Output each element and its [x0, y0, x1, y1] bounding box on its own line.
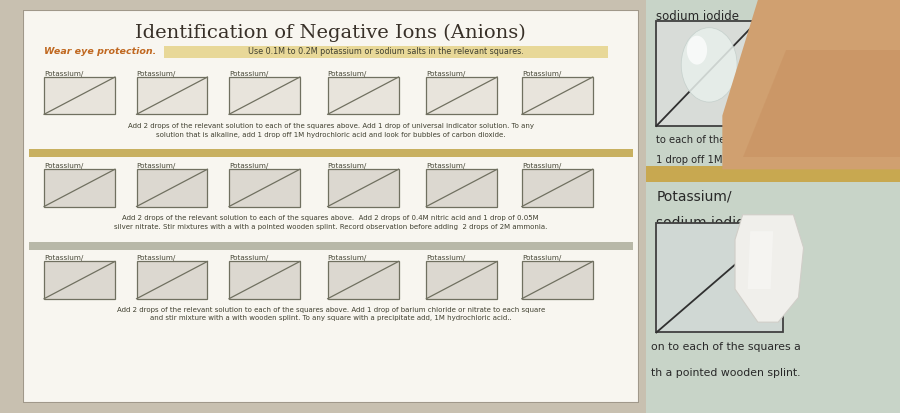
- Bar: [165, 46, 608, 58]
- Bar: [44, 169, 115, 206]
- Bar: [328, 169, 399, 206]
- Polygon shape: [748, 231, 773, 289]
- Bar: [328, 261, 399, 299]
- Bar: [229, 261, 300, 299]
- Bar: [646, 166, 900, 182]
- Text: Add 2 drops of the relevant solution to each of the squares above.  Add 2 drops : Add 2 drops of the relevant solution to …: [114, 215, 547, 230]
- Text: Potassium/
sodium carbonate: Potassium/ sodium carbonate: [328, 255, 393, 268]
- Bar: [427, 261, 497, 299]
- Bar: [229, 77, 300, 114]
- Text: sodium: sodium: [804, 10, 847, 23]
- Text: Potassium/
sodium iodide: Potassium/ sodium iodide: [229, 71, 280, 85]
- Text: Potassium/
sodium bromide: Potassium/ sodium bromide: [137, 163, 195, 177]
- Text: Potassium/
sodium sulfate: Potassium/ sodium sulfate: [427, 255, 480, 268]
- Text: Potassium/
sodium carbonate: Potassium/ sodium carbonate: [328, 163, 393, 177]
- Bar: [29, 149, 633, 157]
- Text: to each of the squares above. Ad⁰: to each of the squares above. Ad⁰: [656, 135, 825, 145]
- Text: 1 drop off 1M hydrochloric acid a: 1 drop off 1M hydrochloric acid a: [656, 155, 821, 165]
- Text: sodium iodide: sodium iodide: [656, 216, 754, 230]
- Polygon shape: [723, 0, 900, 169]
- Text: Potassium/
sodium iodide: Potassium/ sodium iodide: [229, 163, 280, 177]
- Text: Add 2 drops of the relevant solution to each of the squares above. Add 1 drop of: Add 2 drops of the relevant solution to …: [117, 307, 544, 321]
- Bar: [44, 77, 115, 114]
- Bar: [137, 169, 207, 206]
- Text: Potassium/
sodium  nitrate: Potassium/ sodium nitrate: [522, 163, 577, 177]
- Bar: [791, 21, 900, 126]
- Polygon shape: [735, 215, 804, 322]
- Bar: [522, 169, 593, 206]
- Bar: [137, 261, 207, 299]
- Text: Potassium/
sodium sulfate: Potassium/ sodium sulfate: [427, 71, 480, 85]
- Text: on to each of the squares a: on to each of the squares a: [652, 342, 801, 352]
- Text: Potassium/
sodium sulfate: Potassium/ sodium sulfate: [427, 163, 480, 177]
- Bar: [656, 223, 783, 332]
- Text: Potassium/
sodium iodide: Potassium/ sodium iodide: [229, 255, 280, 268]
- Text: Wear eye protection.: Wear eye protection.: [44, 47, 157, 56]
- Text: Potassium/
sodium chloride: Potassium/ sodium chloride: [44, 163, 102, 177]
- Text: Potassium/
sodium chloride: Potassium/ sodium chloride: [44, 255, 102, 268]
- Bar: [137, 77, 207, 114]
- Text: th a pointed wooden splint.: th a pointed wooden splint.: [652, 368, 801, 377]
- Text: Potassium/
sodium carbonate: Potassium/ sodium carbonate: [328, 71, 393, 85]
- Text: sodium iodide: sodium iodide: [656, 10, 740, 23]
- Bar: [656, 21, 758, 126]
- Ellipse shape: [681, 28, 737, 102]
- Bar: [522, 261, 593, 299]
- Text: Potassium/: Potassium/: [656, 190, 732, 204]
- Text: Use 0.1M to 0.2M potassium or sodium salts in the relevant squares.: Use 0.1M to 0.2M potassium or sodium sal…: [248, 47, 524, 57]
- Bar: [427, 77, 497, 114]
- Text: Potassium/
sodium  nitrate: Potassium/ sodium nitrate: [522, 255, 577, 268]
- Text: Potassium/
sodium bromide: Potassium/ sodium bromide: [137, 71, 195, 85]
- Bar: [328, 77, 399, 114]
- Text: Add 2 drops of the relevant solution to each of the squares above. Add 1 drop of: Add 2 drops of the relevant solution to …: [128, 123, 534, 138]
- Bar: [29, 242, 633, 249]
- Text: Potassium/
sodium  nitrate: Potassium/ sodium nitrate: [522, 71, 577, 85]
- Text: Potassium/
sodium chloride: Potassium/ sodium chloride: [44, 71, 102, 85]
- Text: Potassium/
sodium bromide: Potassium/ sodium bromide: [137, 255, 195, 268]
- Bar: [522, 77, 593, 114]
- Bar: [44, 261, 115, 299]
- Bar: [427, 169, 497, 206]
- Text: Identification of Negative Ions (Anions): Identification of Negative Ions (Anions): [135, 24, 526, 42]
- Polygon shape: [742, 50, 900, 157]
- Bar: [229, 169, 300, 206]
- Ellipse shape: [687, 36, 707, 64]
